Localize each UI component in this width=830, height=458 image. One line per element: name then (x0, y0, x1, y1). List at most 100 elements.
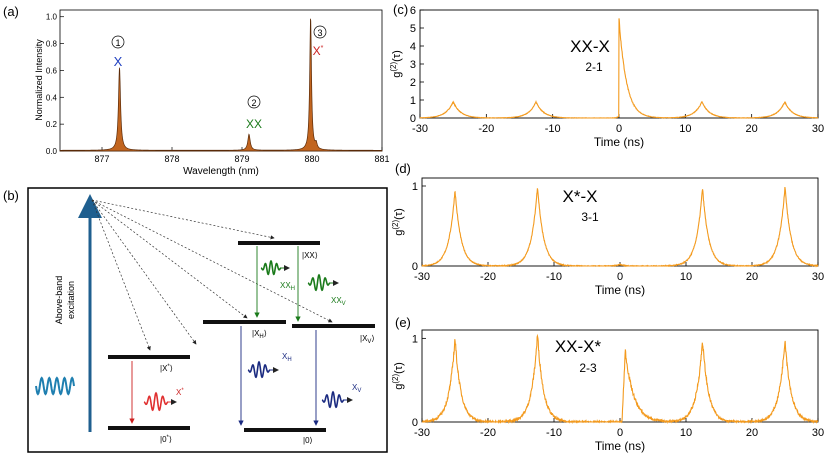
peak-marker-2-label: XX (246, 117, 262, 131)
level-zerostar-label: |0*⟩ (160, 435, 172, 444)
panel-d-annotation-sub: 3-1 (581, 210, 599, 224)
panel-d-ytick-label: 1 (412, 181, 418, 193)
photon-xx-h-icon (260, 259, 282, 276)
photon-x-star-icon (143, 391, 169, 412)
panel-c-xlabel: Time (ns) (594, 135, 644, 149)
panel-e-ylabel: g(2)(τ) (391, 362, 405, 390)
panel-a-ytick-label: 1.0 (46, 13, 58, 22)
panel-d-frame (421, 177, 819, 267)
panel-b-energy-diagram: Above-band excitation |XX⟩ |XH⟩ |XV⟩ |X*… (27, 187, 388, 453)
panel-c-xtick-label: 0 (616, 123, 622, 135)
panel-e-xtick-label: 20 (746, 427, 758, 439)
panel-a-ytick-label: 0.0 (46, 147, 58, 156)
peak-marker-3-label: X* (313, 44, 324, 58)
photon-x-v-label: XV (352, 383, 361, 394)
panel-d-xtick-label: 30 (812, 271, 824, 283)
level-xv-label: |XV⟩ (360, 334, 375, 345)
panel-e-annotation-sub: 2-3 (579, 361, 597, 375)
panel-a-ytick-label: 0.8 (46, 40, 58, 49)
panel-e-ytick-label: 0 (412, 417, 418, 429)
panel-c-xtick-label: 10 (679, 123, 691, 135)
panel-d-xtick-label: 10 (680, 271, 692, 283)
panel-c-xtick-label: -20 (478, 123, 494, 135)
level-xh-label: |XH⟩ (252, 329, 267, 340)
panel-e-xtick-label: 0 (617, 427, 623, 439)
panel-label-e: (e) (395, 315, 411, 330)
panel-c-ylabel: g(2)(τ) (389, 50, 403, 78)
photon-xx-h-label: XXH (280, 281, 295, 292)
panel-a-xlabel: Wavelength (nm) (183, 166, 259, 177)
panel-b-frame (27, 187, 388, 453)
panel-e-g2: -30 -20 -10 0 10 20 30 0 1 Time (ns) g(2)(τ) XX-X* 2… (391, 329, 824, 453)
peak-marker-3: 3 X* (313, 25, 327, 58)
panel-label-a: (a) (3, 4, 19, 19)
panel-e-ytick-label: 1 (412, 333, 418, 345)
peak-marker-1: 1 X (111, 35, 125, 69)
photon-x-h-icon (247, 360, 271, 379)
panel-a-axes: 877 878 879 880 881 0.0 0.2 0.4 0.6 0.8 1.0 (46, 13, 390, 164)
panel-c-ytick-label: 3 (410, 59, 416, 71)
peak-marker-3-num: 3 (317, 28, 322, 38)
panel-d-xlabel: Time (ns) (595, 283, 645, 297)
panel-c-ytick-label: 4 (410, 41, 416, 53)
panel-d-xtick-label: 20 (746, 271, 758, 283)
panel-a-xtick-label: 878 (164, 154, 179, 164)
panel-c-trace (419, 18, 819, 119)
panel-a-ytick-label: 0.4 (46, 93, 58, 102)
level-xx-label: |XX⟩ (302, 251, 318, 260)
panel-e-annotation: XX-X* (555, 337, 602, 356)
panel-e-xtick-label: -10 (546, 427, 562, 439)
panel-a-xtick-label: 881 (374, 154, 389, 164)
panel-c-ytick-label: 1 (410, 95, 416, 107)
panel-a-spectrum: 877 878 879 880 881 0.0 0.2 0.4 0.6 0.8 1.0 Wavele… (34, 9, 390, 177)
panel-e-trace (421, 333, 819, 425)
panel-c-ytick-label: 5 (410, 23, 416, 35)
level-xstar-label: |X*⟩ (160, 364, 173, 373)
panel-a-xtick-label: 877 (94, 154, 109, 164)
panel-label-c: (c) (393, 2, 408, 17)
panel-c-g2: -30 -20 -10 0 10 20 30 0 1 2 3 4 5 6 Time (ns) g(2)(τ) X… (389, 5, 824, 149)
panel-c-xtick-label: -30 (412, 123, 428, 135)
panel-e-xtick-label: -30 (414, 427, 430, 439)
peak-marker-2-num: 2 (251, 98, 256, 108)
panel-a-xtick-label: 879 (234, 154, 249, 164)
panel-c-ytick-label: 2 (410, 77, 416, 89)
panel-c-xtick-label: 30 (812, 123, 824, 135)
panel-e-frame (421, 329, 819, 423)
panel-c-xtick-label: 20 (746, 123, 758, 135)
panel-a-ytick-label: 0.6 (46, 66, 58, 75)
photon-xx-v-icon (307, 273, 331, 292)
panel-c-ytick-label: 6 (410, 5, 416, 17)
panel-c-ytick-label: 0 (410, 113, 416, 125)
peak-marker-1-label: X (114, 54, 123, 69)
panel-a-frame (59, 9, 383, 152)
panel-d-ytick-label: 0 (412, 261, 418, 273)
photon-xx-v-label: XXV (331, 296, 346, 307)
photon-x-h-label: XH (282, 352, 292, 363)
panel-e-xtick-label: 30 (812, 427, 824, 439)
excitation-label-1: Above-band (54, 276, 64, 325)
panel-d-xtick-label: -20 (480, 271, 496, 283)
panel-e-xtick-label: -20 (480, 427, 496, 439)
spectrum-area (59, 18, 383, 152)
panel-e-xlabel: Time (ns) (595, 439, 645, 453)
panel-d-trace (421, 186, 819, 268)
panel-a-ylabel: Normalized Intensity (34, 39, 44, 121)
panel-label-d: (d) (395, 161, 411, 176)
relaxation-lines (91, 199, 333, 351)
panel-d-xtick-label: -30 (414, 271, 430, 283)
peak-marker-2: 2 XX (246, 95, 262, 131)
panel-a-ytick-label: 0.2 (46, 120, 58, 129)
photon-x-v-icon (321, 390, 345, 409)
panel-d-g2: -30 -20 -10 0 10 20 30 0 1 Time (ns) g(2)(τ) X*-X 3-… (391, 177, 824, 297)
panel-label-b: (b) (3, 188, 19, 203)
panel-a-xtick-label: 880 (304, 154, 319, 164)
panel-d-annotation: X*-X (563, 187, 598, 206)
panel-d-xtick-label: 0 (617, 271, 623, 283)
level-zero-label: |0⟩ (303, 436, 313, 445)
excitation-label-2: excitation (66, 281, 76, 319)
panel-c-annotation: XX-X (570, 37, 610, 56)
panel-c-xtick-label: -10 (545, 123, 561, 135)
panel-d-ylabel: g(2)(τ) (391, 208, 405, 236)
